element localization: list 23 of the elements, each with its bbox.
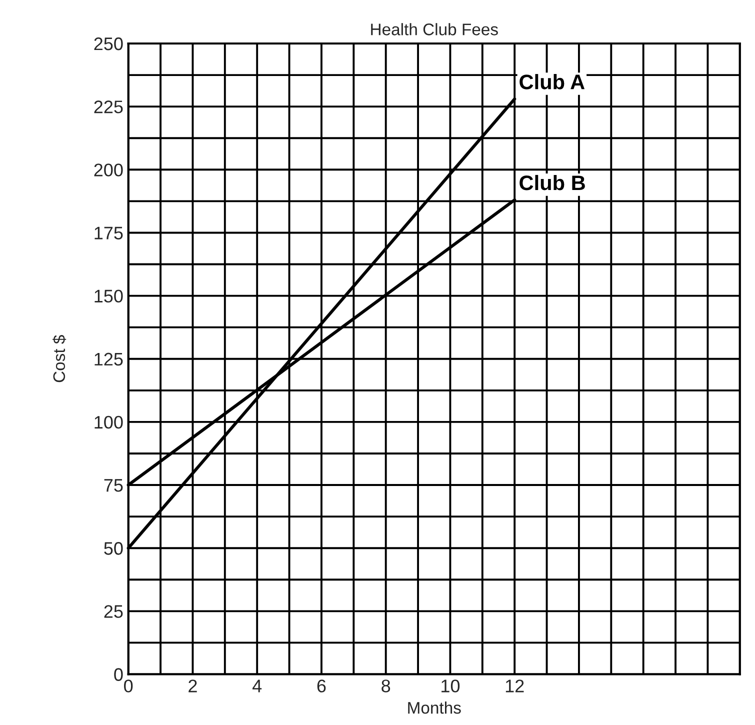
y-tick-label: 25 xyxy=(104,605,123,618)
y-tick-label: 75 xyxy=(104,479,123,492)
y-tick-label: 0 xyxy=(114,668,123,681)
chart-title: Health Club Fees xyxy=(371,23,498,36)
x-axis-title: Months xyxy=(408,702,461,714)
x-tick-label: 8 xyxy=(382,680,390,692)
x-tick-label: 2 xyxy=(188,680,197,692)
y-tick-label: 250 xyxy=(94,37,123,50)
y-tick-label: 100 xyxy=(94,416,123,429)
x-tick-label: 10 xyxy=(442,680,460,692)
y-tick-label: 200 xyxy=(94,164,123,176)
y-tick-label: 125 xyxy=(94,352,123,366)
x-tick-label: 6 xyxy=(317,680,326,692)
y-tick-label: 175 xyxy=(94,226,123,240)
y-tick-label: 225 xyxy=(94,100,123,114)
y-axis-title: Cost $ xyxy=(52,335,66,382)
y-tick-label: 50 xyxy=(104,542,123,555)
x-tick-label: 12 xyxy=(506,680,524,692)
x-tick-label: 0 xyxy=(124,680,133,692)
series-label: Club A xyxy=(520,74,585,90)
x-tick-label: 4 xyxy=(252,680,262,692)
series-label: Club B xyxy=(520,174,585,190)
y-tick-label: 150 xyxy=(94,290,123,303)
